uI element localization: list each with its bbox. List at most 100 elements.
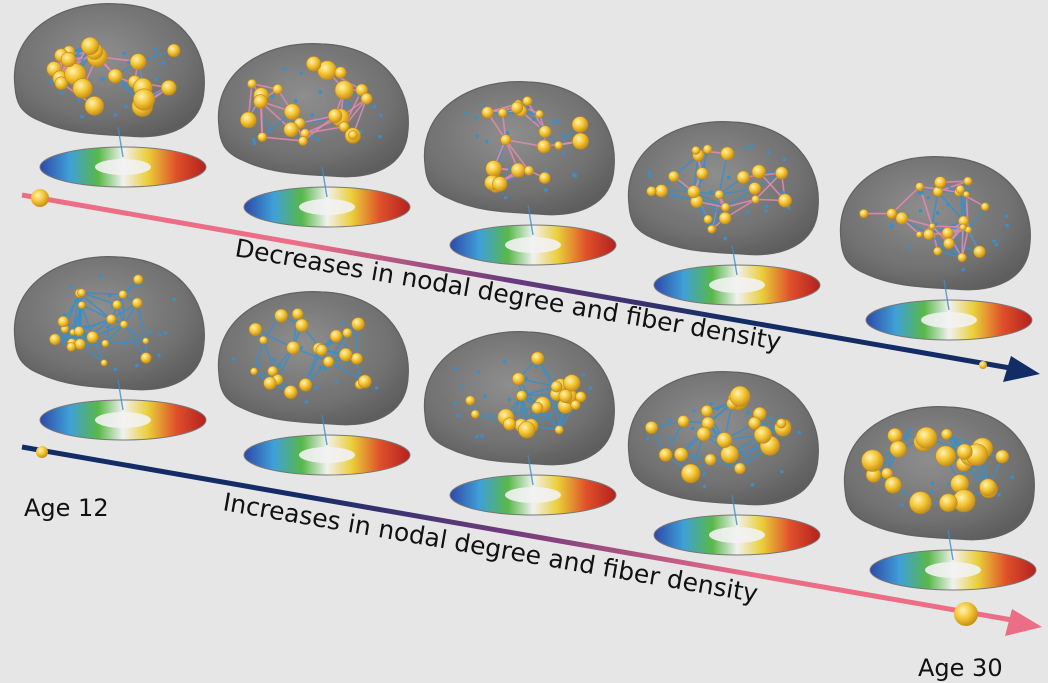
minor-node [251, 137, 256, 142]
minor-node [161, 61, 166, 65]
stem-edge [943, 279, 950, 311]
hub-node [522, 96, 533, 107]
minor-node [378, 134, 382, 139]
minor-node [507, 397, 512, 402]
minor-node [105, 325, 110, 329]
hub-node [334, 80, 354, 100]
minor-node [673, 194, 677, 199]
brain-panel [217, 43, 411, 228]
minor-node [113, 367, 118, 372]
network-edge [81, 304, 112, 320]
minor-node [764, 204, 769, 209]
minor-node [531, 117, 536, 121]
minor-node [231, 357, 236, 361]
minor-node [484, 139, 489, 144]
minor-node [562, 152, 567, 157]
network-edge [931, 191, 939, 227]
hub-node [554, 425, 564, 435]
network-edge [123, 323, 147, 342]
hub-node [963, 176, 973, 186]
hub-node [980, 202, 990, 212]
hub-node [530, 351, 545, 365]
minor-node [148, 330, 153, 335]
minor-node [723, 236, 728, 241]
network-edge [718, 153, 729, 195]
hub-node [350, 352, 363, 365]
hub-node [934, 176, 947, 189]
hub-node [510, 101, 524, 114]
hub-node [329, 329, 343, 343]
network-edge [518, 378, 557, 388]
top-arrow-end-node [979, 361, 987, 369]
minor-node [992, 239, 996, 243]
age-start-label: Age 12 [24, 494, 109, 522]
minor-node [374, 385, 379, 390]
slice-center [709, 277, 765, 293]
minor-node [553, 405, 557, 409]
hub-node [536, 139, 551, 154]
network-edge [725, 198, 756, 209]
minor-node [904, 437, 908, 441]
network-edge [81, 291, 118, 306]
minor-node [647, 169, 651, 174]
minor-node [524, 376, 529, 381]
network-edge [710, 194, 720, 230]
minor-node [782, 157, 787, 162]
hub-node [729, 385, 751, 407]
hub-node [538, 172, 551, 184]
slice-center [95, 159, 151, 175]
hub-node [571, 116, 589, 133]
hub-node [360, 92, 373, 105]
minor-node [62, 312, 67, 317]
minor-node [475, 434, 479, 439]
hub-node [704, 453, 717, 466]
hub-node [751, 164, 766, 179]
hub-node [887, 428, 903, 443]
minor-node [691, 426, 695, 431]
minor-node [766, 150, 771, 155]
hub-node [240, 111, 257, 129]
hub-node [284, 103, 301, 121]
minor-node [74, 298, 78, 303]
hub-node [928, 222, 936, 230]
hub-node [263, 376, 277, 390]
network-edge [932, 225, 963, 229]
stem-edge [117, 126, 124, 158]
hub-node [118, 290, 128, 299]
hub-node [167, 43, 181, 58]
hub-node [915, 182, 924, 192]
minor-node [1005, 223, 1009, 228]
minor-node [645, 436, 650, 441]
minor-node [172, 297, 177, 302]
hub-node [485, 160, 502, 177]
hub-node [283, 121, 299, 138]
minor-node [482, 394, 487, 399]
minor-node [454, 366, 458, 371]
hub-node [161, 80, 177, 96]
hub-node [558, 389, 573, 403]
stem-edge [947, 529, 954, 561]
minor-node [715, 406, 720, 411]
stem-edge [527, 204, 534, 236]
hub-node [570, 399, 581, 410]
hub-node [962, 190, 970, 198]
minor-node [163, 331, 168, 335]
minor-node [272, 358, 277, 362]
hub-node [776, 418, 787, 429]
hub-node [943, 237, 955, 250]
minor-node [318, 365, 323, 370]
hub-node [257, 132, 268, 142]
network-edge [521, 385, 557, 397]
hub-node [338, 347, 353, 362]
hub-node [714, 189, 724, 200]
hub-node [572, 132, 589, 150]
minor-node [99, 77, 104, 82]
hub-node [351, 317, 365, 331]
minor-node [98, 274, 103, 278]
minor-node [69, 285, 73, 289]
brain-panel [627, 371, 821, 556]
minor-node [888, 225, 893, 229]
slice-center [505, 237, 561, 253]
minor-node [709, 189, 713, 194]
minor-node [702, 472, 707, 476]
